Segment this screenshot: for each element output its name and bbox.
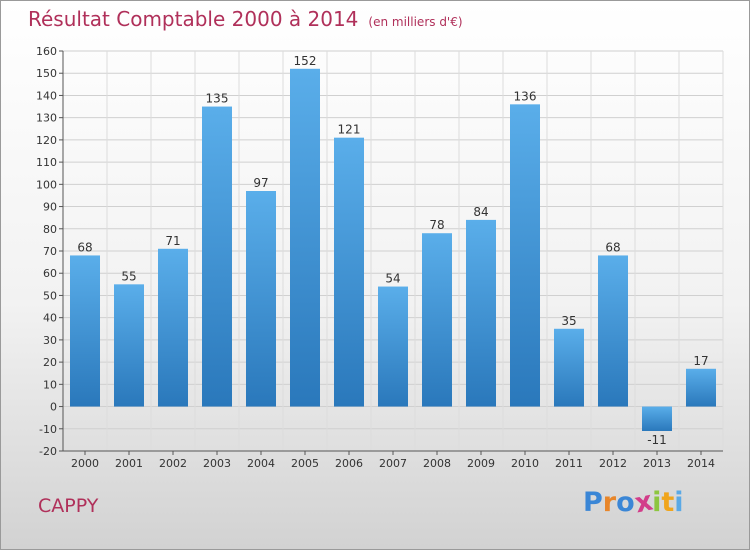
data-label: 71: [165, 234, 180, 248]
x-tick-label: 2011: [555, 457, 583, 470]
y-tick-label: 0: [50, 401, 57, 414]
y-tick-label: 130: [36, 112, 57, 125]
x-tick-label: 2009: [467, 457, 495, 470]
bar: [510, 104, 540, 407]
y-tick-label: 10: [43, 378, 57, 391]
y-tick-label: -20: [39, 445, 57, 458]
data-label: 78: [429, 218, 444, 232]
logo-letter: t: [661, 487, 675, 518]
x-tick-label: 2005: [291, 457, 319, 470]
data-label: 68: [77, 240, 92, 254]
data-label: 84: [473, 205, 488, 219]
y-tick-label: 120: [36, 134, 57, 147]
x-tick-label: 2004: [247, 457, 275, 470]
proxiti-logo: Proxiti: [583, 486, 684, 520]
y-tick-label: 150: [36, 67, 57, 80]
logo-letter: i: [674, 487, 684, 518]
logo-letter: P: [583, 487, 603, 518]
data-label: 55: [121, 269, 136, 283]
x-tick-label: 2006: [335, 457, 363, 470]
y-tick-label: 70: [43, 245, 57, 258]
data-label: -11: [647, 433, 667, 447]
data-label: 136: [514, 89, 537, 103]
x-tick-label: 2012: [599, 457, 627, 470]
bar: [70, 255, 100, 407]
bar: [598, 255, 628, 407]
axes: [59, 50, 723, 455]
data-label: 17: [693, 354, 708, 368]
bar: [290, 68, 320, 407]
y-tick-label: 30: [43, 334, 57, 347]
bar: [466, 219, 496, 407]
x-tick-label: 2010: [511, 457, 539, 470]
y-tick-label: 40: [43, 312, 57, 325]
x-tick-label: 2013: [643, 457, 671, 470]
y-tick-label: 50: [43, 289, 57, 302]
commune-name: CAPPY: [38, 495, 99, 517]
x-tick-label: 2000: [71, 457, 99, 470]
bar: [422, 233, 452, 407]
bars: [70, 68, 716, 431]
y-tick-label: 60: [43, 267, 57, 280]
data-label: 68: [605, 240, 620, 254]
y-tick-label: 140: [36, 89, 57, 102]
bar: [334, 137, 364, 407]
title-text: Résultat Comptable 2000 à 2014: [28, 7, 359, 31]
y-tick-label: 90: [43, 201, 57, 214]
data-label: 121: [338, 123, 361, 137]
chart-title: Résultat Comptable 2000 à 2014 (en millie…: [28, 7, 463, 31]
data-label: 54: [385, 272, 400, 286]
x-tick-label: 2007: [379, 457, 407, 470]
chart-subtitle: (en milliers d'€): [368, 15, 463, 29]
logo-letter: r: [602, 487, 617, 518]
bar: [114, 284, 144, 407]
bar: [158, 248, 188, 407]
data-label: 152: [294, 54, 317, 68]
data-label: 35: [561, 314, 576, 328]
y-tick-label: 160: [36, 45, 57, 58]
y-tick-label: 100: [36, 178, 57, 191]
data-label: 135: [206, 92, 229, 106]
x-tick-label: 2014: [687, 457, 715, 470]
logo-letter: o: [616, 487, 635, 518]
bar: [554, 328, 584, 407]
x-tick-label: 2003: [203, 457, 231, 470]
x-tick-label: 2001: [115, 457, 143, 470]
y-tick-label: 110: [36, 156, 57, 169]
bar: [246, 191, 276, 407]
bar: [202, 106, 232, 407]
bar: [686, 368, 716, 407]
x-tick-label: 2008: [423, 457, 451, 470]
data-label: 97: [253, 176, 268, 190]
y-tick-label: 20: [43, 356, 57, 369]
logo-letter: i: [652, 487, 662, 518]
x-tick-label: 2002: [159, 457, 187, 470]
labels: -20 -10 0 10 20 30 40 50 60 70 80 90 100 110 120 130 140…: [36, 45, 715, 470]
bar: [642, 406, 672, 431]
bar: [378, 286, 408, 407]
y-tick-label: 80: [43, 223, 57, 236]
y-tick-label: -10: [39, 423, 57, 436]
